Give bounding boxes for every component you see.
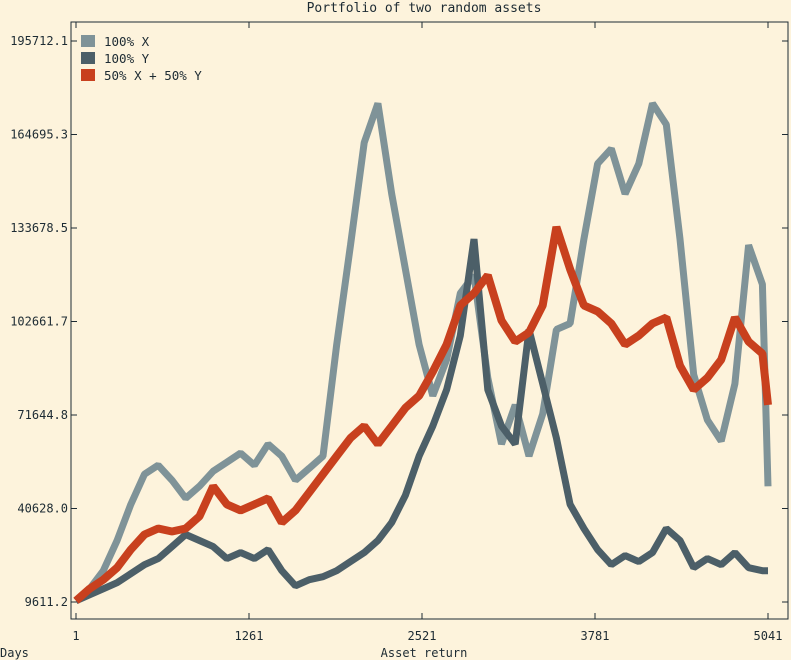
- y-tick-label: 164695.3: [10, 127, 68, 141]
- chart-title: Portfolio of two random assets: [307, 1, 542, 16]
- y-tick-label: 133678.5: [10, 221, 68, 235]
- legend-label-3: 50% X + 50% Y: [104, 68, 202, 83]
- legend-label-1: 100% X: [104, 34, 150, 49]
- x-axis-label: Asset return: [381, 646, 468, 660]
- x-tick-label: 2521: [408, 629, 437, 643]
- x-tick-label: 5041: [754, 629, 783, 643]
- y-tick-label: 102661.7: [10, 314, 68, 328]
- legend-swatch-2: [81, 52, 95, 64]
- series-layer: [73, 101, 772, 605]
- x-tick-label: 3781: [581, 629, 610, 643]
- y-axis: 9611.2 40628.0 71644.8 102661.7 133678.5 1646…: [10, 34, 788, 609]
- series-line-3: [73, 225, 772, 604]
- legend: 100% X 100% Y 50% X + 50% Y: [81, 34, 202, 83]
- x-tick-label: 1: [72, 629, 79, 643]
- legend-swatch-3: [81, 69, 95, 81]
- series-line-1: [73, 101, 772, 604]
- y-tick-label: 40628.0: [17, 502, 68, 516]
- legend-label-2: 100% Y: [104, 51, 150, 66]
- x-axis-left-label: Days: [0, 646, 29, 660]
- x-axis: 1 1261 2521 3781 5041: [72, 22, 782, 643]
- legend-swatch-1: [81, 35, 95, 47]
- y-tick-label: 71644.8: [17, 408, 68, 422]
- plot-frame: [70, 21, 789, 620]
- y-tick-label: 9611.2: [25, 595, 68, 609]
- x-tick-label: 1261: [235, 629, 264, 643]
- y-tick-label: 195712.1: [10, 34, 68, 48]
- series-line-2: [74, 238, 768, 605]
